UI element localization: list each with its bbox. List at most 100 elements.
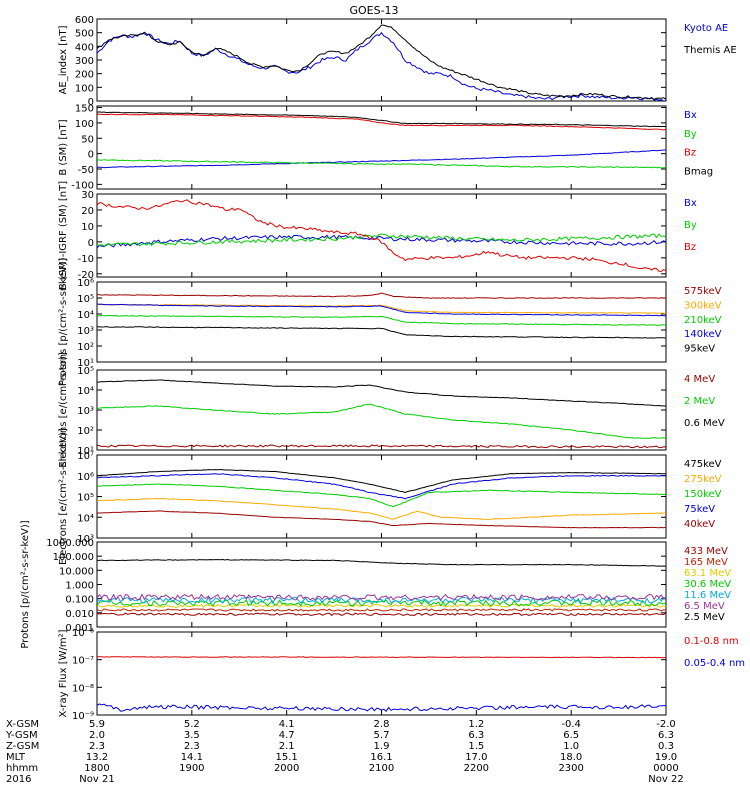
y-tick-label: 0 [88, 238, 94, 249]
x-tick-label: 1.5 [468, 741, 484, 752]
series-line-by [97, 233, 666, 247]
series-line-bz [97, 199, 666, 272]
panel-frame [96, 18, 667, 102]
panel-protons2: 0.001 0.010 0.100 1.000 10.000 100.000 1000.00… [20, 520, 731, 648]
legend-label: 63.1 MeV [684, 568, 731, 579]
y-axis-label: Protons [p/(cm²-s-sr-keV)] [58, 258, 69, 386]
x-tick-label: 1900 [179, 763, 204, 774]
x-tick-label: 3.5 [184, 730, 200, 741]
y-tick-label: -50 [78, 165, 94, 176]
y-tick-label: 100 [75, 119, 94, 130]
x-tick-label: 1.0 [563, 741, 579, 752]
x-row-label: hhmm [6, 763, 38, 774]
x-tick-label: 5.7 [374, 730, 390, 741]
y-tick-label: 10² [77, 342, 94, 353]
series-line-11-6-mev [97, 596, 666, 604]
legend-label: 2.5 MeV [684, 612, 725, 623]
x-tick-label: 13.2 [86, 752, 108, 763]
series-line-75kev [97, 473, 666, 500]
y-tick-label: 10³ [77, 326, 94, 337]
chart-title: GOES-13 [349, 4, 398, 17]
legend-label: 275keV [684, 474, 722, 485]
x-tick-label: 2300 [558, 763, 583, 774]
series-line-kyoto-ae [97, 31, 666, 101]
panel-frame [96, 454, 667, 539]
x-tick-label: 5.9 [89, 719, 105, 730]
y-tick-label: -100 [71, 180, 94, 191]
legend-label: 300keV [684, 300, 722, 311]
y-axis-label: B (SM) [nT] [58, 119, 69, 175]
x-tick-label: 1800 [84, 763, 109, 774]
x-tick-label: 5.2 [184, 719, 200, 730]
legend-label: Bmag [684, 166, 713, 177]
y-tick-label: 10⁵ [77, 366, 94, 377]
series-line-2-mev [97, 403, 666, 439]
y-tick-label: 500 [75, 29, 94, 40]
x-tick-label: 2.1 [279, 741, 295, 752]
legend-label: 2 MeV [684, 396, 715, 407]
panel-ae: 0 100 200 300 400 500 600 AE_index [nT] Kyoto AE… [58, 15, 737, 108]
x-tick-label: 4.7 [279, 730, 295, 741]
y-axis-label: X-ray Flux [W/m²] [58, 629, 69, 717]
y-tick-label: 10¹ [77, 446, 94, 457]
y-tick-label: 10⁶ [77, 278, 94, 289]
x-tick-label: 2000 [274, 763, 299, 774]
y-tick-label: 10⁴ [77, 310, 94, 321]
legend-label: 210keV [684, 315, 722, 326]
legend-label: 0.1-0.8 nm [684, 636, 739, 647]
series-line-bmag [97, 111, 666, 128]
series-line-40kev [97, 510, 666, 529]
y-tick-label: 0 [88, 97, 94, 108]
x-tick-label: 6.3 [658, 730, 674, 741]
y-tick-label: 10⁷ [77, 451, 94, 462]
series-line-0-6-mev [97, 379, 666, 407]
x-tick-label: 18.0 [560, 752, 582, 763]
legend-label: 0.6 MeV [684, 418, 725, 429]
series-line-0-1-0-8-nm [97, 656, 666, 659]
panel-frame [96, 281, 667, 363]
x-tick-label: Nov 21 [79, 774, 114, 785]
legend-label: Bx [684, 110, 697, 121]
y-tick-label: 10⁻⁶ [72, 628, 94, 639]
y-axis-label: AE_index [nT] [58, 25, 69, 94]
legend-label: 6.5 MeV [684, 601, 725, 612]
y-tick-label: 100.000 [53, 552, 94, 563]
x-tick-label: 17.0 [465, 752, 487, 763]
panel-xray: 10⁻⁹ 10⁻⁸ 10⁻⁷ 10⁻⁶X-ray Flux [W/m²] 0.1-0.8… [58, 628, 745, 722]
x-tick-label: 0.3 [658, 741, 674, 752]
x-tick-label: -2.0 [656, 719, 676, 730]
series-line-433-mev [97, 612, 666, 617]
y-tick-label: 10⁴ [77, 513, 94, 524]
legend-label: Bz [684, 242, 696, 253]
x-tick-label: Nov 22 [648, 774, 683, 785]
y-tick-label: 10⁻⁷ [72, 656, 94, 667]
y-axis-label: Electrons [e/(cm²-s-sr)] [58, 352, 69, 468]
series-line-150kev [97, 483, 666, 508]
x-tick-label: 2.3 [184, 741, 200, 752]
series-line-63-1-mev [97, 603, 666, 608]
legend-label: 165 MeV [684, 557, 728, 568]
series-line-6-5-mev [97, 593, 666, 602]
panel-frame [96, 369, 667, 451]
legend-label: 30.6 MeV [684, 579, 731, 590]
y-axis-label: Protons [p/(cm²-s-sr-keV)] [20, 520, 31, 648]
y-tick-label: 150 [75, 104, 94, 115]
series-line-30-6-mev [97, 599, 666, 607]
legend-label: 140keV [684, 329, 722, 340]
y-tick-label: 0.100 [65, 595, 94, 606]
series-line-by [97, 159, 666, 169]
series-line-165-mev [97, 608, 666, 612]
y-tick-label: 10⁴ [77, 386, 94, 397]
y-tick-label: 10⁶ [77, 472, 94, 483]
x-tick-label: 2.0 [89, 730, 105, 741]
y-tick-label: 0.001 [65, 623, 94, 634]
y-tick-label: 0 [88, 150, 94, 161]
y-tick-label: 400 [75, 42, 94, 53]
y-tick-label: 10⁵ [77, 294, 94, 305]
legend-label: By [684, 129, 697, 140]
x-tick-label: 0000 [653, 763, 678, 774]
y-tick-label: -10 [78, 254, 94, 265]
legend-label: 95keV [684, 344, 715, 355]
x-row-label: Z-GSM [6, 741, 39, 752]
